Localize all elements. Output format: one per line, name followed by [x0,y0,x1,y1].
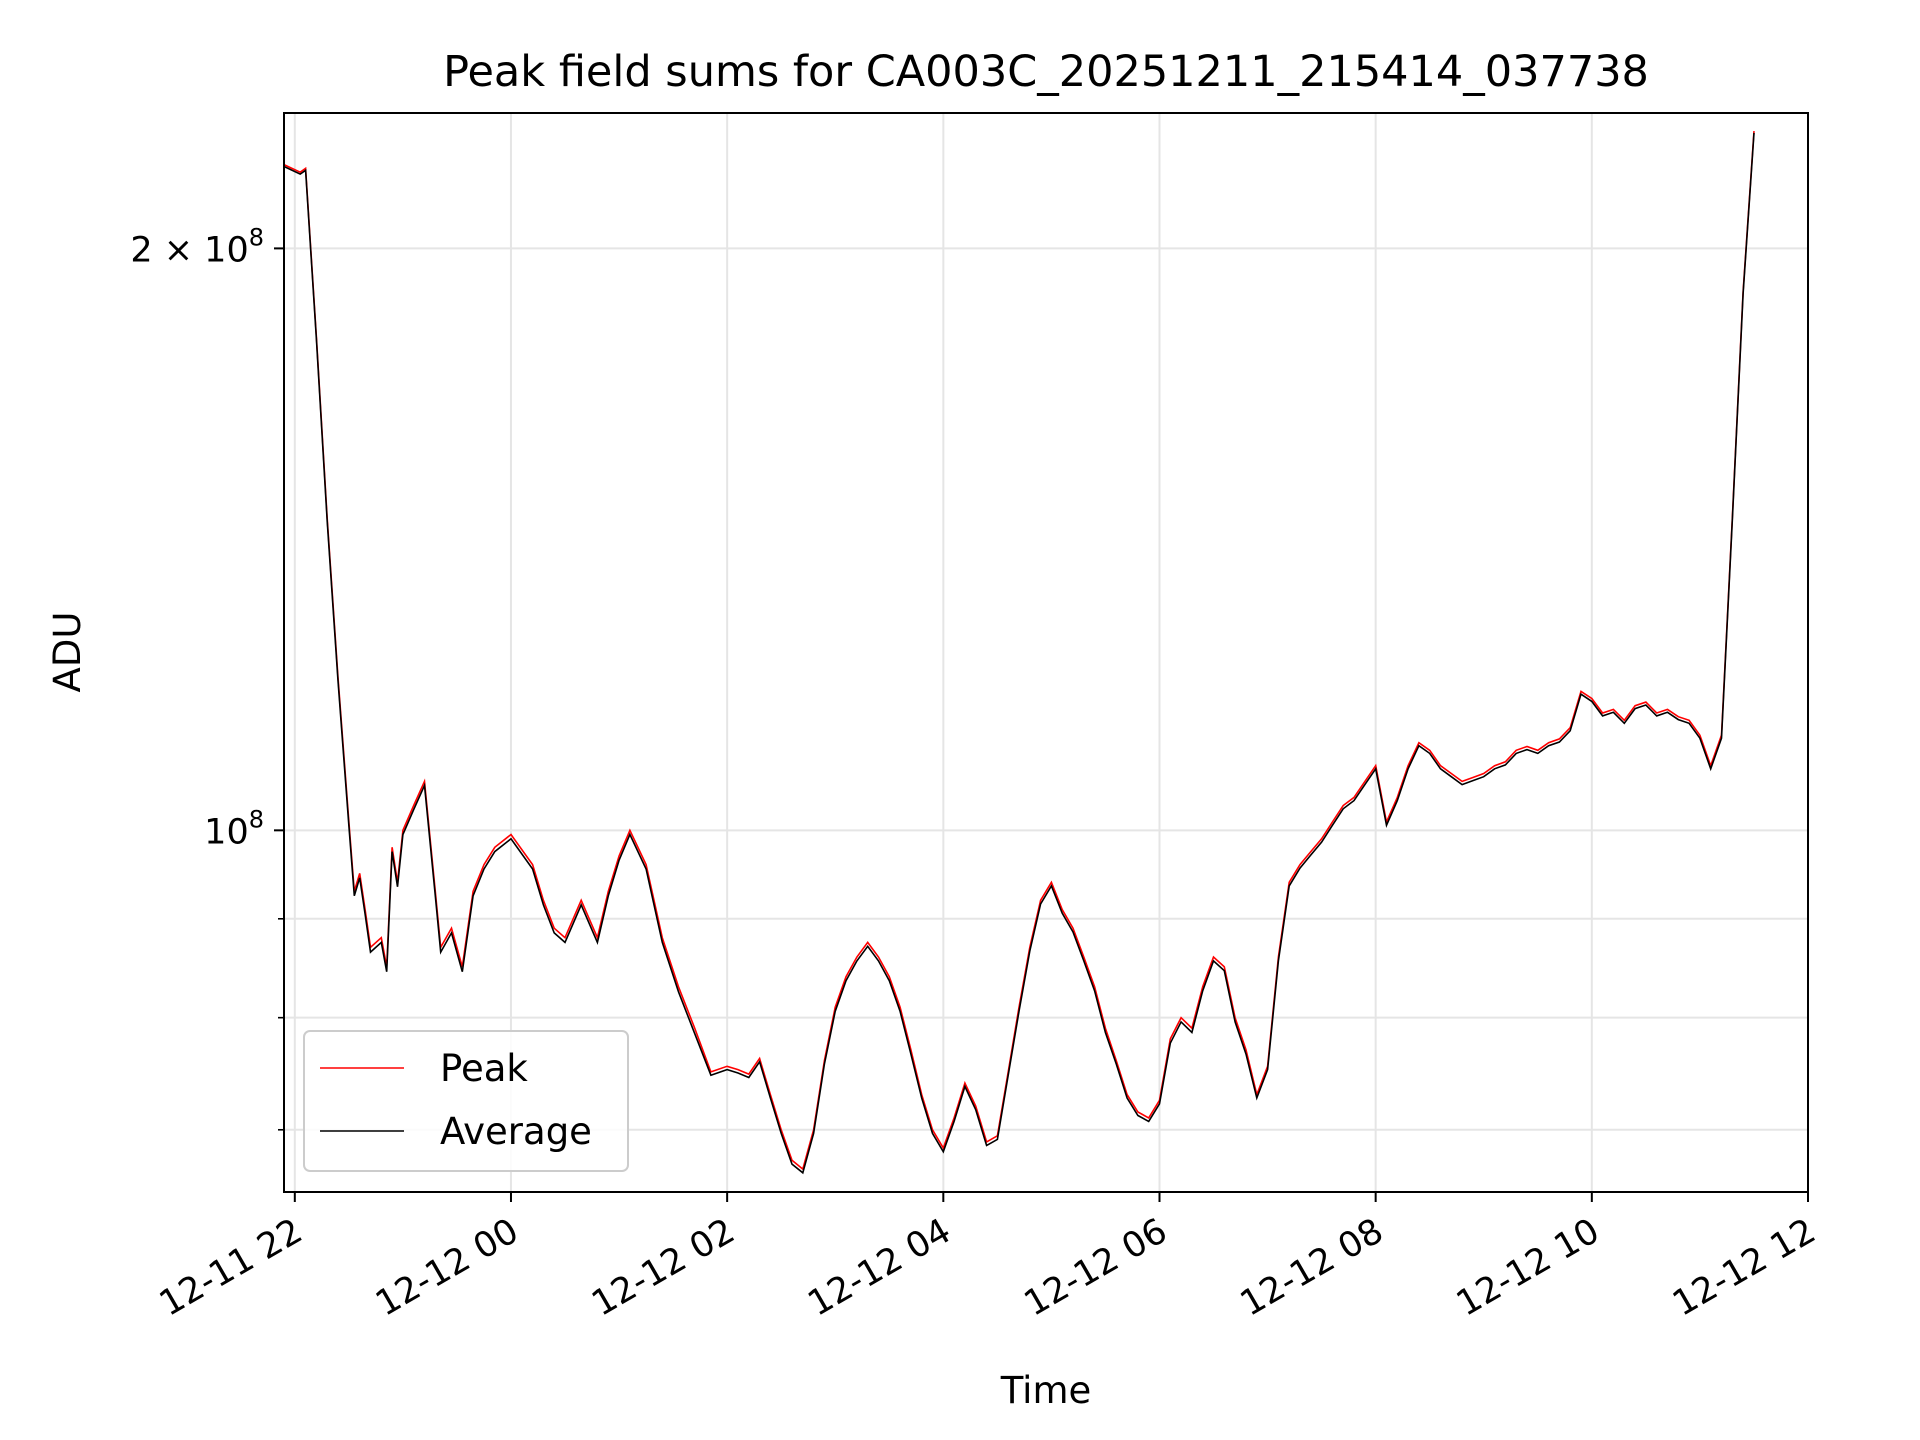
grid-lines [284,113,1808,1192]
y-axis-label: ADU [46,612,89,693]
y-tick-label: 108 [204,805,264,852]
legend-box [303,1030,629,1172]
x-tick-label: 12-12 08 [1234,1211,1390,1324]
x-tick-label: 12-12 02 [585,1211,741,1324]
series-line-average [284,132,1755,1175]
x-axis-label: Time [1000,1369,1092,1412]
legend-label-average: Average [440,1110,592,1153]
x-tick-label: 12-11 22 [153,1211,309,1324]
y-axis-ticks: 2 × 108 108 [130,223,284,1131]
x-axis-ticks: 12-11 22 12-12 00 12-12 02 12-12 04 12-12 06… [153,1192,1823,1324]
plot-series [284,131,1755,1175]
x-tick-label: 12-12 06 [1018,1211,1174,1324]
legend: Peak Average [303,1030,629,1172]
x-tick-label: 12-12 10 [1450,1211,1606,1324]
plot-frame [283,112,1809,1193]
chart-title: Peak field sums for CA003C_20251211_2154… [443,47,1649,97]
x-tick-label: 12-12 00 [369,1211,525,1324]
x-tick-label: 12-12 04 [802,1211,958,1324]
x-tick-label: 12-12 12 [1666,1211,1822,1324]
legend-label-peak: Peak [440,1047,528,1090]
y-tick-label: 2 × 108 [130,223,264,270]
